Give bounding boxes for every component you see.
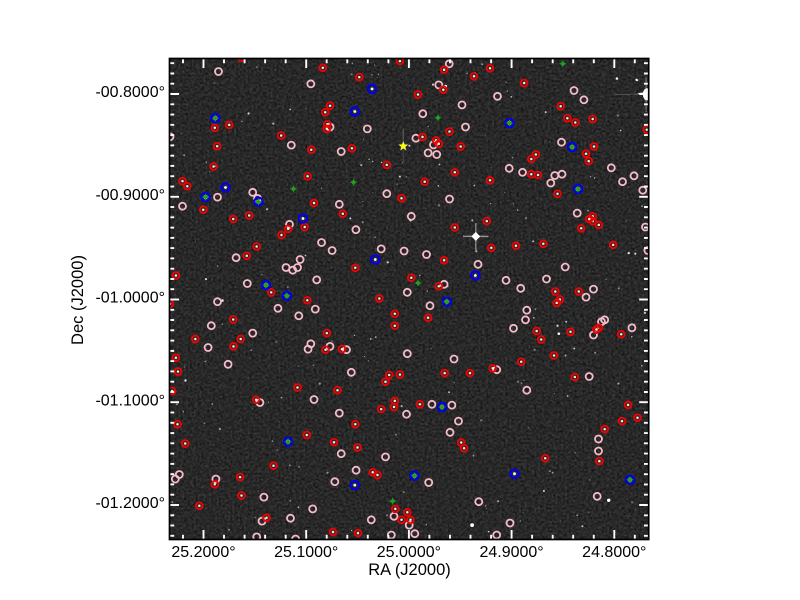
svg-text:RA (J2000): RA (J2000) (368, 561, 451, 579)
svg-text:25.0000°: 25.0000° (377, 544, 441, 561)
svg-text:25.1000°: 25.1000° (274, 544, 338, 561)
svg-text:-01.2000°: -01.2000° (95, 495, 165, 512)
svg-text:-01.0000°: -01.0000° (95, 290, 165, 307)
svg-text:Dec (J2000): Dec (J2000) (69, 255, 87, 345)
svg-text:-00.9000°: -00.9000° (95, 187, 165, 204)
svg-text:25.2000°: 25.2000° (171, 544, 235, 561)
svg-text:24.8000°: 24.8000° (582, 544, 646, 561)
svg-text:24.9000°: 24.9000° (479, 544, 543, 561)
svg-text:-01.1000°: -01.1000° (95, 392, 165, 409)
svg-text:-00.8000°: -00.8000° (95, 84, 165, 101)
